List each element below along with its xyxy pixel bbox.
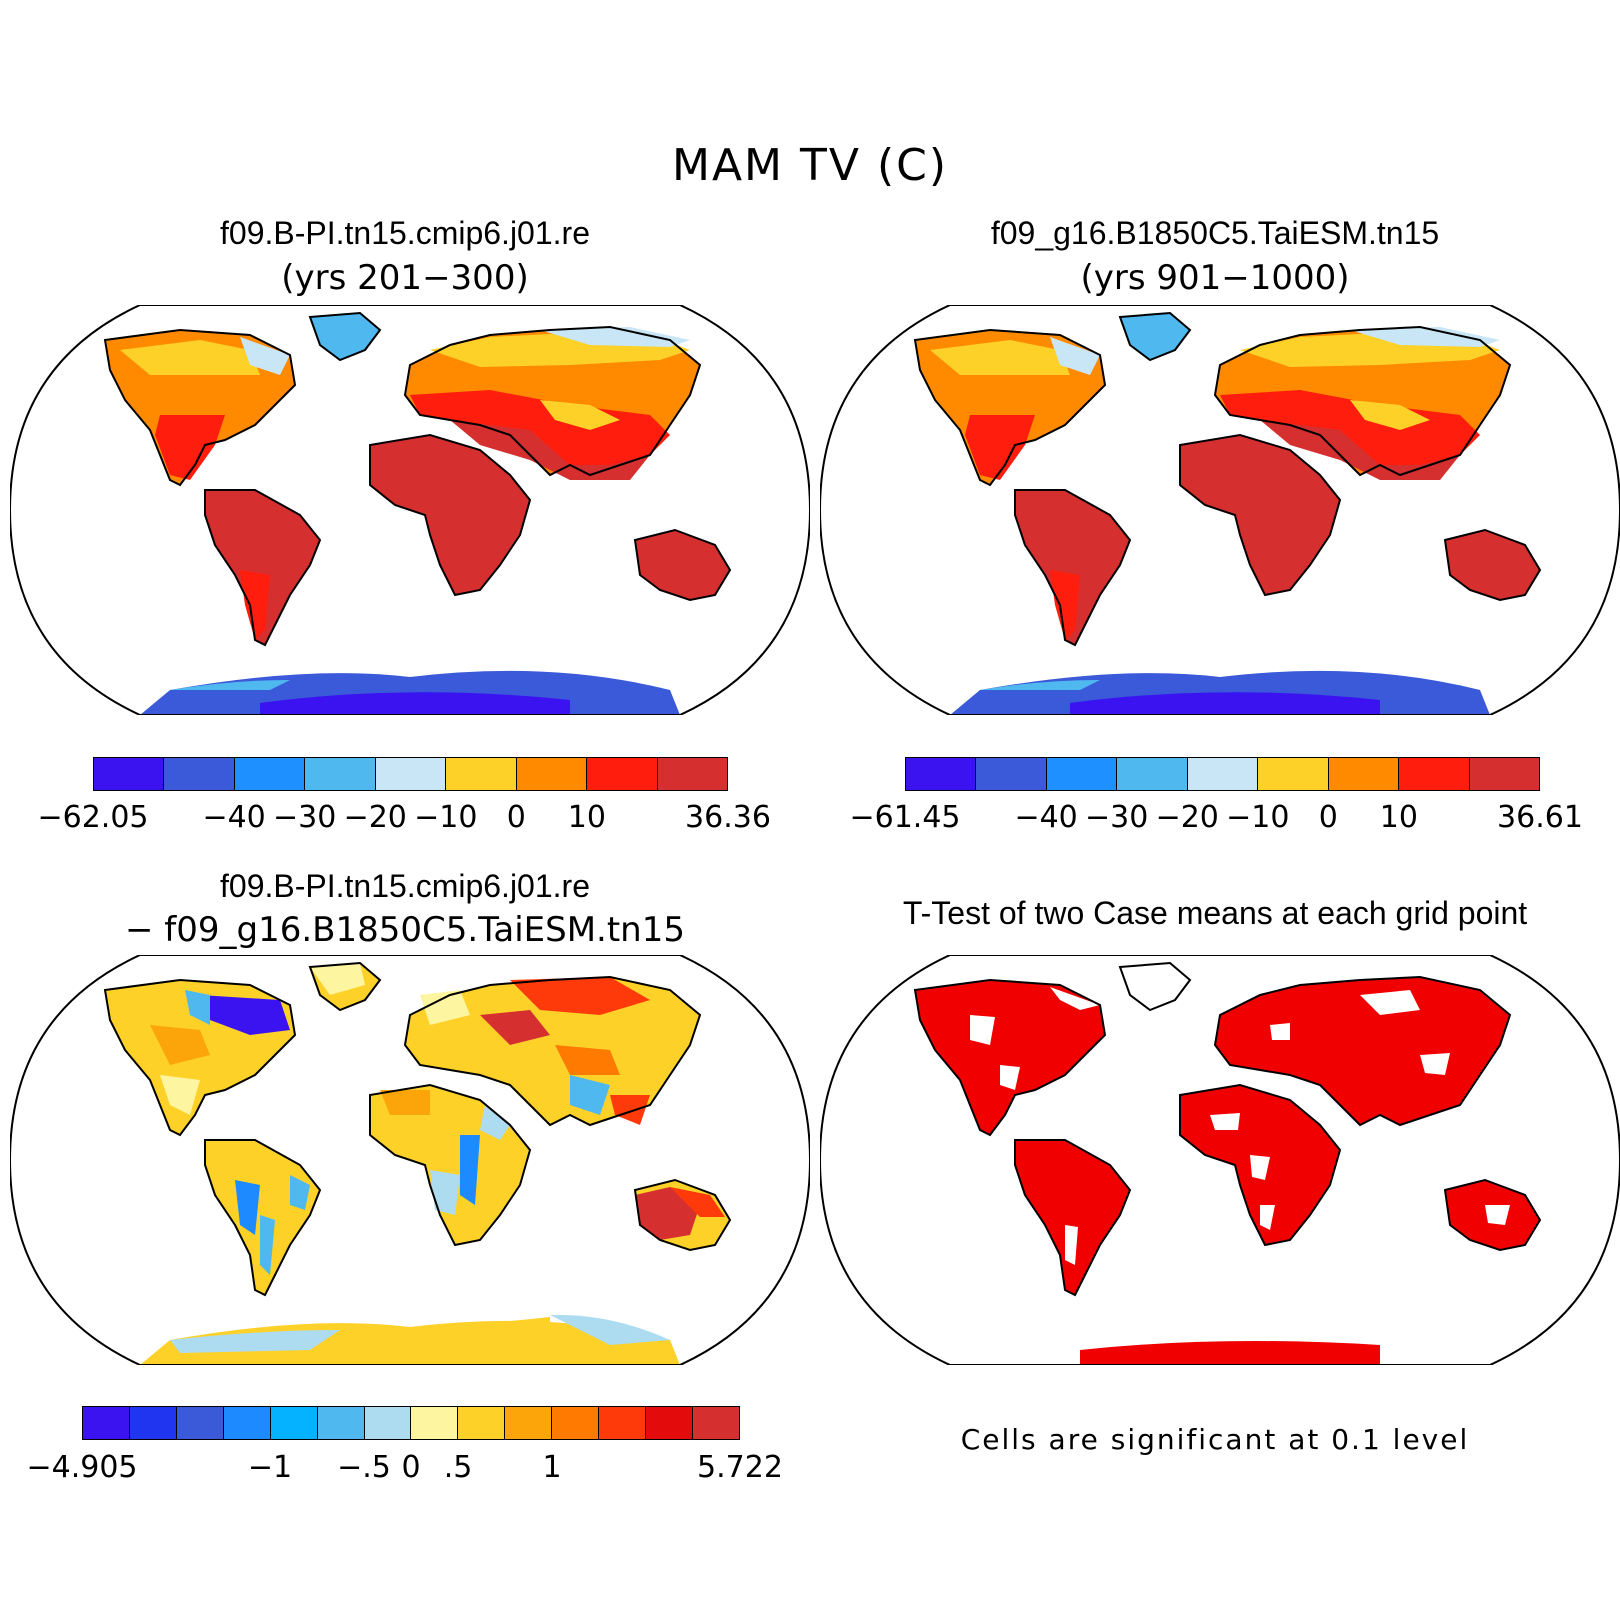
colorbar-tick-label: 10 [567, 800, 606, 835]
anomaly-patches [150, 963, 725, 1355]
colorbar-swatch [458, 1407, 506, 1439]
colorbar-tick-label: .5 [443, 1450, 473, 1485]
land-base [105, 963, 730, 1365]
panel2-title: f09_g16.B1850C5.TaiESM.tn15 [990, 215, 1440, 251]
panel2-map [820, 305, 1620, 715]
colorbar-tick-label: −62.05 [37, 800, 149, 835]
colorbar-swatch [516, 758, 588, 790]
colorbar-swatch [305, 758, 376, 790]
colorbar-tick-label: −61.45 [849, 800, 961, 835]
map-border [820, 955, 1620, 1365]
colorbar-swatch [375, 758, 447, 790]
antarctica [950, 670, 1490, 715]
colorbar-tick-label: −30 [1085, 800, 1149, 835]
colorbar-swatch [505, 1407, 553, 1439]
colorbar-swatch [1328, 758, 1400, 790]
panel1-colorbar [93, 757, 728, 791]
north-america [915, 330, 1105, 485]
colorbar-swatch [364, 1407, 412, 1439]
panel1-subtitle: (yrs 201−300) [281, 258, 529, 298]
warm-regions [205, 435, 730, 645]
colorbar-swatch [94, 758, 165, 790]
colorbar-swatch [1046, 758, 1118, 790]
significance-note: Cells are significant at 0.1 level [960, 1423, 1470, 1456]
south-andes [240, 570, 270, 640]
colorbar-tick-label: −10 [1226, 800, 1290, 835]
eurasia [1215, 327, 1510, 480]
panel2-colorbar [905, 757, 1540, 791]
colorbar-tick-label: −40 [202, 800, 266, 835]
colorbar-swatch [129, 1407, 177, 1439]
colorbar-swatch [692, 1407, 739, 1439]
colorbar-tick-label: −20 [1155, 800, 1219, 835]
colorbar-tick-label: −20 [343, 800, 407, 835]
colorbar-swatch [976, 758, 1047, 790]
panel4-map-svg [820, 955, 1620, 1365]
colorbar-tick-label: −10 [414, 800, 478, 835]
south-andes [1050, 570, 1080, 640]
colorbar-tick-label: 10 [1379, 800, 1418, 835]
colorbar-swatch [223, 1407, 271, 1439]
non-significant-cells [970, 963, 1510, 1265]
panel3-colorbar [82, 1406, 740, 1440]
colorbar-swatch [906, 758, 977, 790]
colorbar-tick-label: 0 [1318, 800, 1338, 835]
panel1-map-svg [10, 305, 810, 715]
colorbar-swatch [1258, 758, 1329, 790]
colorbar-tick-label: −.5 [337, 1450, 391, 1485]
colorbar-tick-label: 0 [401, 1450, 421, 1485]
colorbar-swatch [646, 1407, 693, 1439]
colorbar-tick-label: 0 [506, 800, 526, 835]
colorbar-swatch [1469, 758, 1539, 790]
warm-regions [1015, 435, 1540, 645]
colorbar-swatch [599, 1407, 647, 1439]
colorbar-swatch [446, 758, 517, 790]
panel3-map-svg [10, 955, 810, 1365]
panel2-map-svg [820, 305, 1620, 715]
colorbar-swatch [270, 1407, 318, 1439]
eurasia [405, 327, 700, 480]
antarctica [140, 670, 680, 715]
colorbar-tick-label: 5.722 [697, 1450, 783, 1485]
colorbar-swatch [234, 758, 306, 790]
colorbar-swatch [164, 758, 235, 790]
panel1-map [10, 305, 810, 715]
panel3-title: f09.B-PI.tn15.cmip6.j01.re [220, 868, 590, 904]
map-border [820, 305, 1620, 715]
colorbar-tick-label: 36.61 [1497, 800, 1583, 835]
colorbar-swatch [176, 1407, 224, 1439]
panel3-subtitle: − f09_g16.B1850C5.TaiESM.tn15 [125, 910, 685, 950]
colorbar-tick-label: −1 [247, 1450, 293, 1485]
map-border [10, 955, 810, 1365]
colorbar-tick-label: −4.905 [26, 1450, 138, 1485]
colorbar-swatch [1117, 758, 1188, 790]
colorbar-swatch [317, 1407, 365, 1439]
colorbar-tick-label: −40 [1014, 800, 1078, 835]
colorbar-tick-label: −30 [273, 800, 337, 835]
colorbar-swatch [552, 1407, 600, 1439]
colorbar-swatch [1399, 758, 1470, 790]
panel4-map [820, 955, 1620, 1365]
significant-cells [915, 977, 1540, 1365]
colorbar-tick-label: 1 [542, 1450, 562, 1485]
panel3-map [10, 955, 810, 1365]
colorbar-swatch [587, 758, 658, 790]
panel2-subtitle: (yrs 901−1000) [1080, 258, 1350, 298]
panel1-title: f09.B-PI.tn15.cmip6.j01.re [220, 215, 590, 251]
north-america [105, 330, 295, 485]
figure-title: MAM TV (C) [671, 140, 949, 191]
colorbar-swatch [657, 758, 727, 790]
colorbar-swatch [1187, 758, 1259, 790]
panel4-title: T-Test of two Case means at each grid po… [902, 895, 1528, 931]
map-border [10, 305, 810, 715]
colorbar-swatch [411, 1407, 459, 1439]
colorbar-swatch [83, 1407, 130, 1439]
colorbar-tick-label: 36.36 [685, 800, 771, 835]
